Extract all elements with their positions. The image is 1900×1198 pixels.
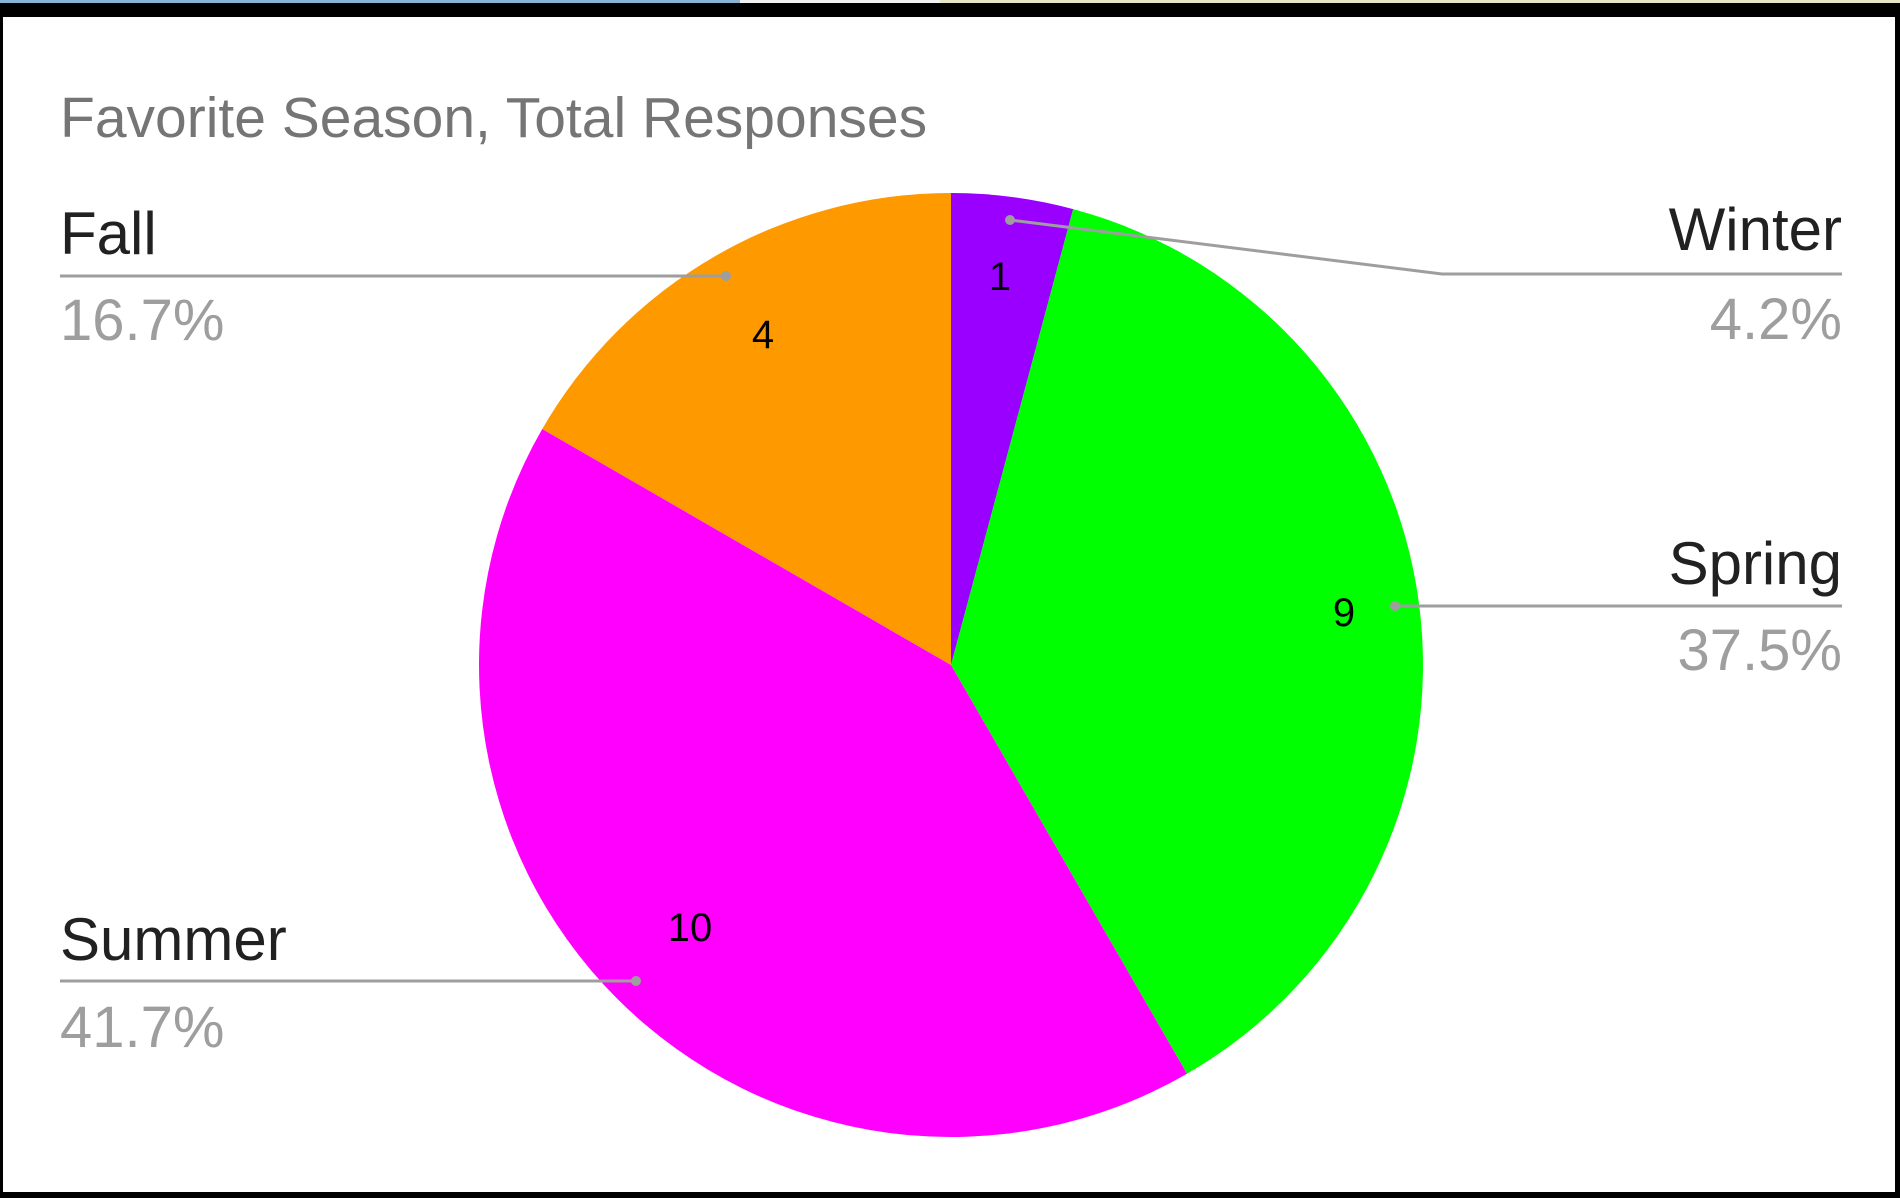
pie-slice-fall	[542, 193, 951, 665]
slice-callout-labels: Winter 4.2% Spring 37.5% Summer 41.7% Fall 16.7…	[60, 196, 1842, 1060]
callout-percent-spring: 37.5%	[1678, 618, 1842, 683]
leader-dot-spring	[1390, 601, 1400, 611]
pie-slices	[478, 193, 1424, 1137]
leader-line-winter	[1009, 218, 1842, 276]
slice-value-label-summer: 10	[668, 906, 713, 950]
slice-value-label-fall: 4	[752, 313, 774, 357]
slice-value-label-spring: 9	[1333, 591, 1355, 635]
callout-label-summer: Summer	[60, 906, 287, 973]
pie-slice-winter	[951, 193, 1074, 665]
callout-label-fall: Fall	[60, 200, 157, 267]
leader-dot-winter	[1005, 215, 1015, 225]
callout-label-spring: Spring	[1669, 530, 1842, 597]
leader-dot-summer	[631, 976, 641, 986]
callout-percent-summer: 41.7%	[60, 995, 224, 1060]
leader-lines	[60, 215, 1842, 986]
slice-value-labels: 1 9 10 4	[668, 255, 1355, 950]
top-strip-segment-2	[740, 0, 940, 3]
leader-dot-fall	[721, 271, 731, 281]
callout-label-winter: Winter	[1669, 196, 1842, 263]
chart-title: Favorite Season, Total Responses	[60, 86, 927, 150]
callout-percent-fall: 16.7%	[60, 288, 224, 353]
top-strip-segment-1	[0, 0, 740, 3]
callout-percent-winter: 4.2%	[1710, 287, 1842, 352]
top-strip-segment-3	[940, 0, 1900, 3]
window-top-strip	[0, 0, 1900, 3]
pie-slice-spring	[951, 209, 1424, 1074]
slice-value-label-winter: 1	[989, 255, 1011, 299]
pie-slice-summer	[478, 429, 1187, 1137]
